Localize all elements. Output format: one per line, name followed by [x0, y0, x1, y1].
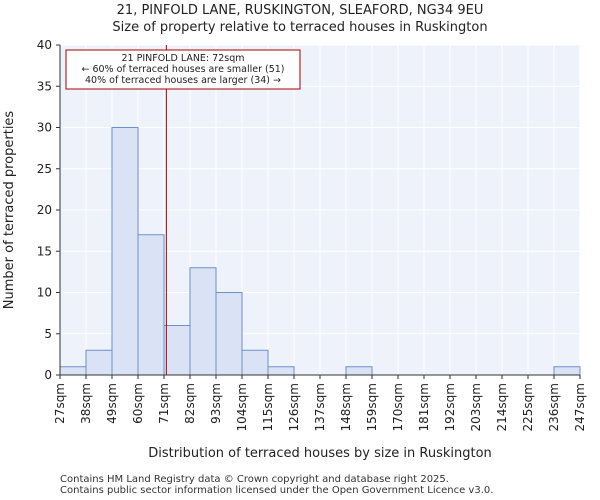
x-tick-label: 38sqm: [79, 383, 93, 424]
bar-115sqm: [267, 366, 295, 376]
y-tick-label: 20: [37, 203, 52, 217]
y-tick-label: 15: [37, 244, 52, 258]
y-axis-label: Number of terraced properties: [2, 111, 17, 310]
bar-104sqm: [241, 349, 269, 376]
x-tick-label: 60sqm: [131, 383, 145, 424]
bar-236sqm: [553, 366, 581, 376]
y-tick-label: 5: [44, 327, 52, 341]
x-tick-label: 214sqm: [495, 383, 509, 431]
chart-subtitle: Size of property relative to terraced ho…: [112, 20, 488, 35]
x-tick-label: 148sqm: [339, 383, 353, 431]
y-tick-label: 10: [37, 286, 52, 300]
x-tick-label: 115sqm: [261, 383, 275, 431]
x-tick-label: 137sqm: [313, 383, 327, 431]
y-tick-label: 35: [37, 79, 52, 93]
y-tick-label: 25: [37, 162, 52, 176]
bar-82sqm: [189, 267, 217, 376]
x-axis-label: Distribution of terraced houses by size …: [148, 446, 492, 461]
axes: [56, 44, 581, 379]
annotation-box: 21 PINFOLD LANE: 72sqm ← 60% of terraced…: [65, 49, 301, 90]
x-tick-label: 170sqm: [391, 383, 405, 431]
x-tick-label: 71sqm: [157, 383, 171, 424]
footer-line-1: Contains HM Land Registry data © Crown c…: [60, 474, 449, 485]
bar-27sqm: [59, 366, 87, 376]
x-tick-label: 159sqm: [365, 383, 379, 431]
x-tick-label: 104sqm: [235, 383, 249, 431]
chart-title: 21, PINFOLD LANE, RUSKINGTON, SLEAFORD, …: [116, 3, 484, 18]
x-tick-label: 247sqm: [573, 383, 587, 431]
annotation-line-1: 21 PINFOLD LANE: 72sqm: [122, 53, 245, 64]
y-tick-label: 0: [44, 368, 52, 382]
annotation-border: [65, 49, 301, 90]
x-tick-label: 225sqm: [521, 383, 535, 431]
footer-line-2: Contains public sector information licen…: [60, 485, 494, 496]
x-tick-label: 27sqm: [53, 383, 67, 424]
x-tick-label: 126sqm: [287, 383, 301, 431]
x-tick-label: 181sqm: [417, 383, 431, 431]
bar-71sqm: [163, 325, 191, 376]
x-tick-labels: 27sqm 38sqm 49sqm 60sqm 71sqm 82sqm 93sqm 104sq…: [53, 383, 587, 431]
annotation-line-3: 40% of terraced houses are larger (34) →: [85, 75, 281, 86]
bar-49sqm: [111, 127, 139, 376]
annotation-line-2: ← 60% of terraced houses are smaller (51…: [81, 64, 284, 75]
y-tick-label: 40: [37, 38, 52, 52]
x-tick-label: 82sqm: [183, 383, 197, 424]
bar-60sqm: [137, 234, 165, 376]
x-tick-label: 93sqm: [209, 383, 223, 424]
bar-93sqm: [215, 292, 243, 376]
bars: [59, 127, 581, 376]
y-tick-label: 30: [37, 121, 52, 135]
bar-148sqm: [345, 366, 373, 376]
x-tick-label: 236sqm: [547, 383, 561, 431]
x-tick-label: 203sqm: [469, 383, 483, 431]
bar-38sqm: [85, 349, 113, 376]
y-tick-labels: 0 5 10 15 20 25 30 35 40: [37, 38, 52, 382]
x-tick-label: 49sqm: [105, 383, 119, 424]
x-tick-label: 192sqm: [443, 383, 457, 431]
